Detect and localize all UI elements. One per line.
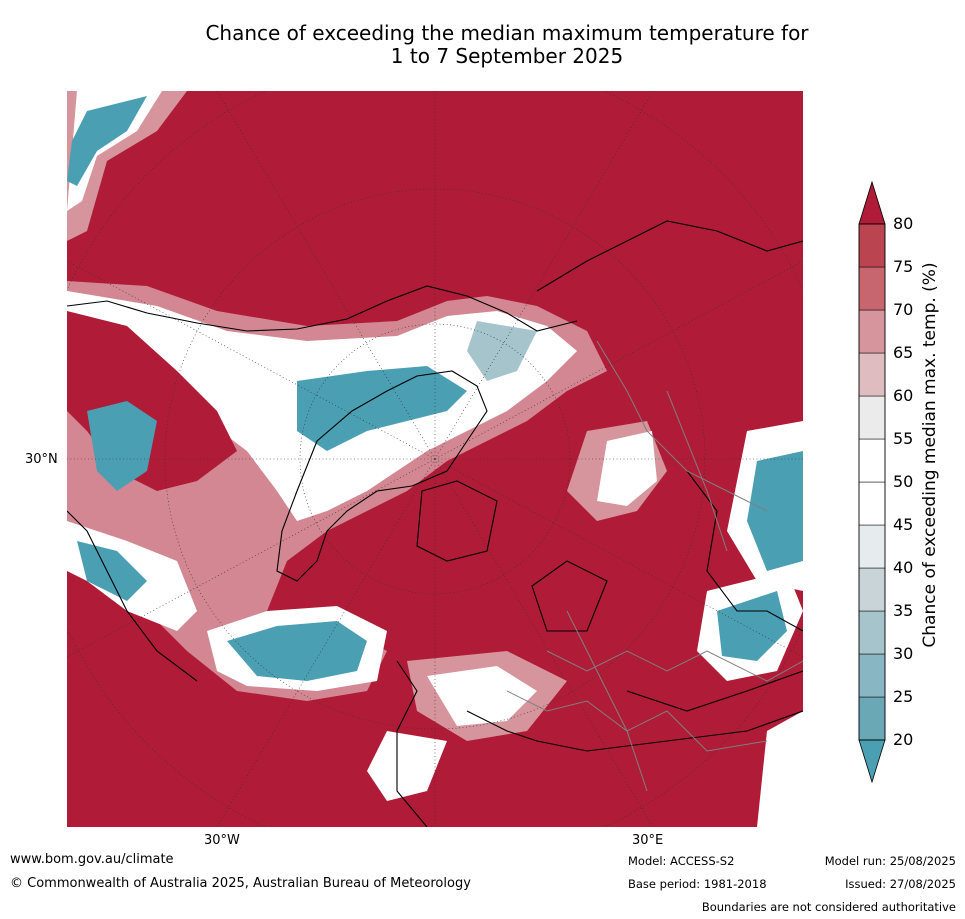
colorbar-segment — [858, 653, 886, 698]
colorbar-segment — [858, 567, 886, 612]
title-line-1: Chance of exceeding the median maximum t… — [205, 21, 809, 45]
colorbar-tick-label: 40 — [893, 558, 914, 577]
country-boundaries — [506, 340, 803, 792]
colorbar-tick-label: 65 — [893, 343, 914, 362]
colorbar-segment — [858, 438, 886, 483]
colorbar-tick-label: 80 — [893, 214, 914, 233]
colorbar-segment — [858, 309, 886, 354]
longitude-label-30w: 30°W — [204, 833, 240, 848]
website-link[interactable]: www.bom.gov.au/climate — [10, 852, 174, 867]
colorbar-tick-label: 35 — [893, 601, 914, 620]
colorbar-tick-label: 25 — [893, 687, 914, 706]
anomaly-patches — [67, 91, 803, 827]
colorbar-tick-label: 60 — [893, 386, 914, 405]
colorbar-tick-label: 45 — [893, 515, 914, 534]
colorbar-under-triangle — [858, 739, 886, 784]
colorbar-segments — [858, 223, 886, 741]
colorbar-label: Chance of exceeding median max. temp. (%… — [920, 262, 940, 648]
map-canvas — [67, 91, 803, 827]
colorbar-tick-label: 50 — [893, 472, 914, 491]
map-title: Chance of exceeding the median maximum t… — [0, 22, 965, 68]
colorbar-segment — [858, 395, 886, 440]
longitude-label-30e: 30°E — [632, 833, 664, 848]
colorbar-segment — [858, 481, 886, 526]
base-period-text: Base period: 1981-2018 — [628, 877, 767, 891]
model-text: Model: ACCESS-S2 — [628, 854, 735, 868]
probability-map — [67, 91, 803, 827]
colorbar-segment — [858, 223, 886, 268]
colorbar-segment — [858, 524, 886, 569]
colorbar-segment — [858, 696, 886, 741]
colorbar-tick-label: 30 — [893, 644, 914, 663]
colorbar-tick-label: 75 — [893, 257, 914, 276]
colorbar-tick-label: 70 — [893, 300, 914, 319]
colorbar-tick-label: 20 — [893, 730, 914, 749]
colorbar-segment — [858, 610, 886, 655]
model-run-text: Model run: 25/08/2025 — [824, 854, 956, 868]
colorbar-over-triangle — [858, 180, 886, 225]
colorbar-segment — [858, 352, 886, 397]
disclaimer-text: Boundaries are not considered authoritat… — [701, 900, 956, 914]
colorbar-tick-label: 55 — [893, 429, 914, 448]
colorbar — [858, 180, 886, 784]
coastlines — [67, 220, 803, 827]
issued-text: Issued: 27/08/2025 — [845, 877, 956, 891]
title-line-2: 1 to 7 September 2025 — [390, 44, 624, 68]
graticule — [67, 91, 803, 827]
colorbar-segment — [858, 266, 886, 311]
latitude-label-30n: 30°N — [25, 452, 58, 467]
copyright-text: © Commonwealth of Australia 2025, Austra… — [10, 876, 471, 891]
